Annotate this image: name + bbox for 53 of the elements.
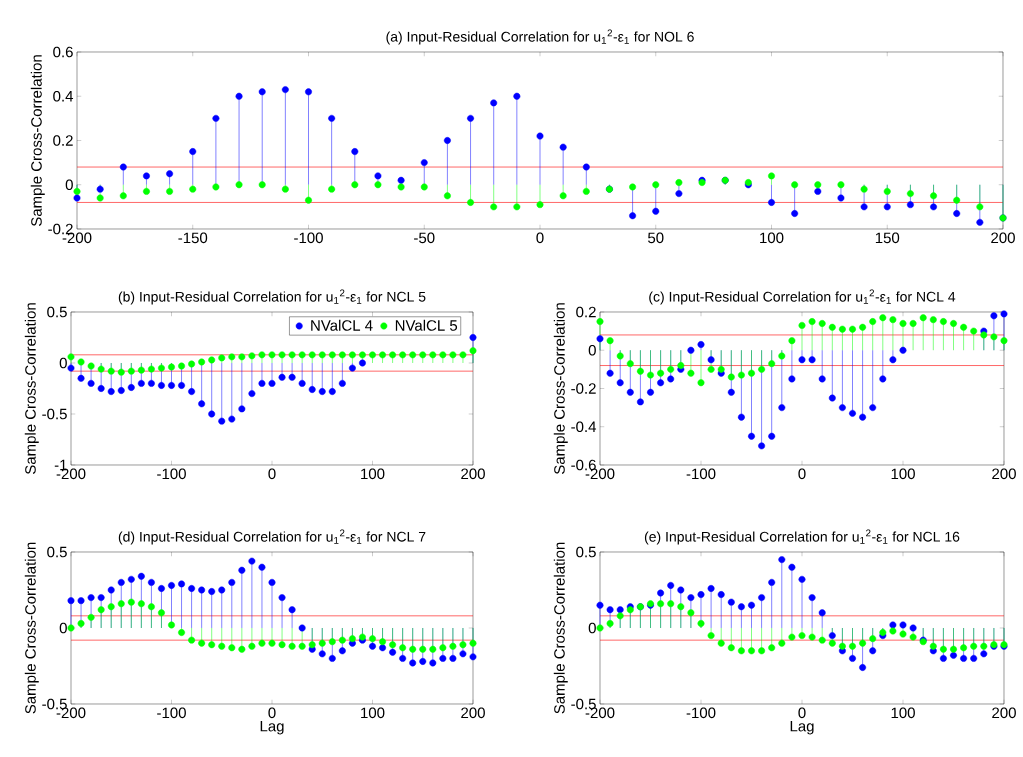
legend-label: NValCL 4 — [311, 319, 373, 331]
y-axis-title: Sample Cross-Correlation — [24, 303, 39, 475]
x-tick-label: -50 — [414, 232, 435, 244]
y-tick-label: -0.2 — [571, 383, 596, 394]
x-tick-label: 200 — [991, 232, 1015, 244]
x-tick-label: 150 — [875, 232, 900, 244]
x-tick-label: 0 — [798, 707, 806, 719]
x-axis-title: Lag — [260, 721, 284, 735]
y-tick-label: 0.5 — [47, 306, 67, 318]
legend-label: NValCL 5 — [395, 319, 458, 331]
x-tick-label: 200 — [461, 468, 485, 480]
x-tick-label: -150 — [178, 232, 208, 244]
x-tick-label: -100 — [294, 232, 323, 244]
y-tick-label: -0.5 — [42, 408, 67, 420]
x-tick-label: 200 — [992, 468, 1016, 480]
x-tick-label: 0 — [268, 468, 276, 480]
x-axis-title: Lag — [790, 721, 814, 735]
y-axis-title: Sample Cross-Correlation — [30, 55, 45, 227]
x-tick-label: 100 — [361, 468, 385, 480]
y-tick-label: 0.2 — [576, 306, 596, 318]
y-tick-label: 0.2 — [53, 135, 73, 146]
y-tick-label: -0.4 — [571, 421, 597, 433]
y-tick-label: 0 — [588, 622, 596, 634]
x-tick-label: 0 — [536, 232, 544, 244]
chart-title: (d) Input-Residual Correlation for u$_{1}$$^{2}$-ε$_{1}$ for NCL 7 — [118, 529, 426, 545]
y-tick-label: 0 — [65, 179, 73, 191]
y-tick-label: 0.5 — [576, 546, 596, 558]
x-tick-label: 200 — [992, 707, 1016, 719]
y-tick-label: 0 — [59, 357, 67, 369]
x-tick-label: 100 — [361, 707, 385, 719]
x-tick-label: 0 — [798, 468, 806, 480]
y-tick-label: 0.4 — [53, 90, 74, 102]
chart-title: (c) Input-Residual Correlation for u$_{1}$$^{2}$-ε$_{1}$ for NCL 4 — [649, 289, 956, 305]
x-tick-label: -100 — [686, 468, 716, 480]
chart-title: (e) Input-Residual Correlation for u$_{1}$$^{2}$-ε$_{1}$ for NCL 16 — [644, 529, 960, 545]
chart-title: (a) Input-Residual Correlation for u$_{1}$$^{2}$-ε$_{1}$ for NOL 6 — [386, 29, 694, 45]
y-tick-label: 0.5 — [47, 546, 67, 558]
y-tick-label: 0 — [588, 344, 596, 356]
chart-title: (b) Input-Residual Correlation for u$_{1}$$^{2}$-ε$_{1}$ for NCL 5 — [118, 289, 426, 305]
x-tick-label: 200 — [461, 707, 485, 719]
y-tick-label: 0 — [59, 622, 67, 634]
y-axis-title: Sample Cross-Correlation — [24, 542, 39, 714]
x-tick-label: -100 — [157, 468, 186, 480]
x-tick-label: 100 — [891, 707, 915, 719]
y-axis-title: Sample Cross-Correlation — [553, 303, 568, 475]
x-tick-label: -100 — [686, 707, 716, 719]
x-tick-label: 100 — [760, 232, 784, 244]
x-tick-label: 0 — [268, 707, 276, 719]
y-tick-label: 0.6 — [53, 46, 73, 58]
x-tick-label: 100 — [891, 468, 915, 480]
y-axis-title: Sample Cross-Correlation — [553, 542, 568, 714]
x-tick-label: -100 — [157, 707, 186, 719]
x-tick-label: 50 — [648, 232, 664, 244]
